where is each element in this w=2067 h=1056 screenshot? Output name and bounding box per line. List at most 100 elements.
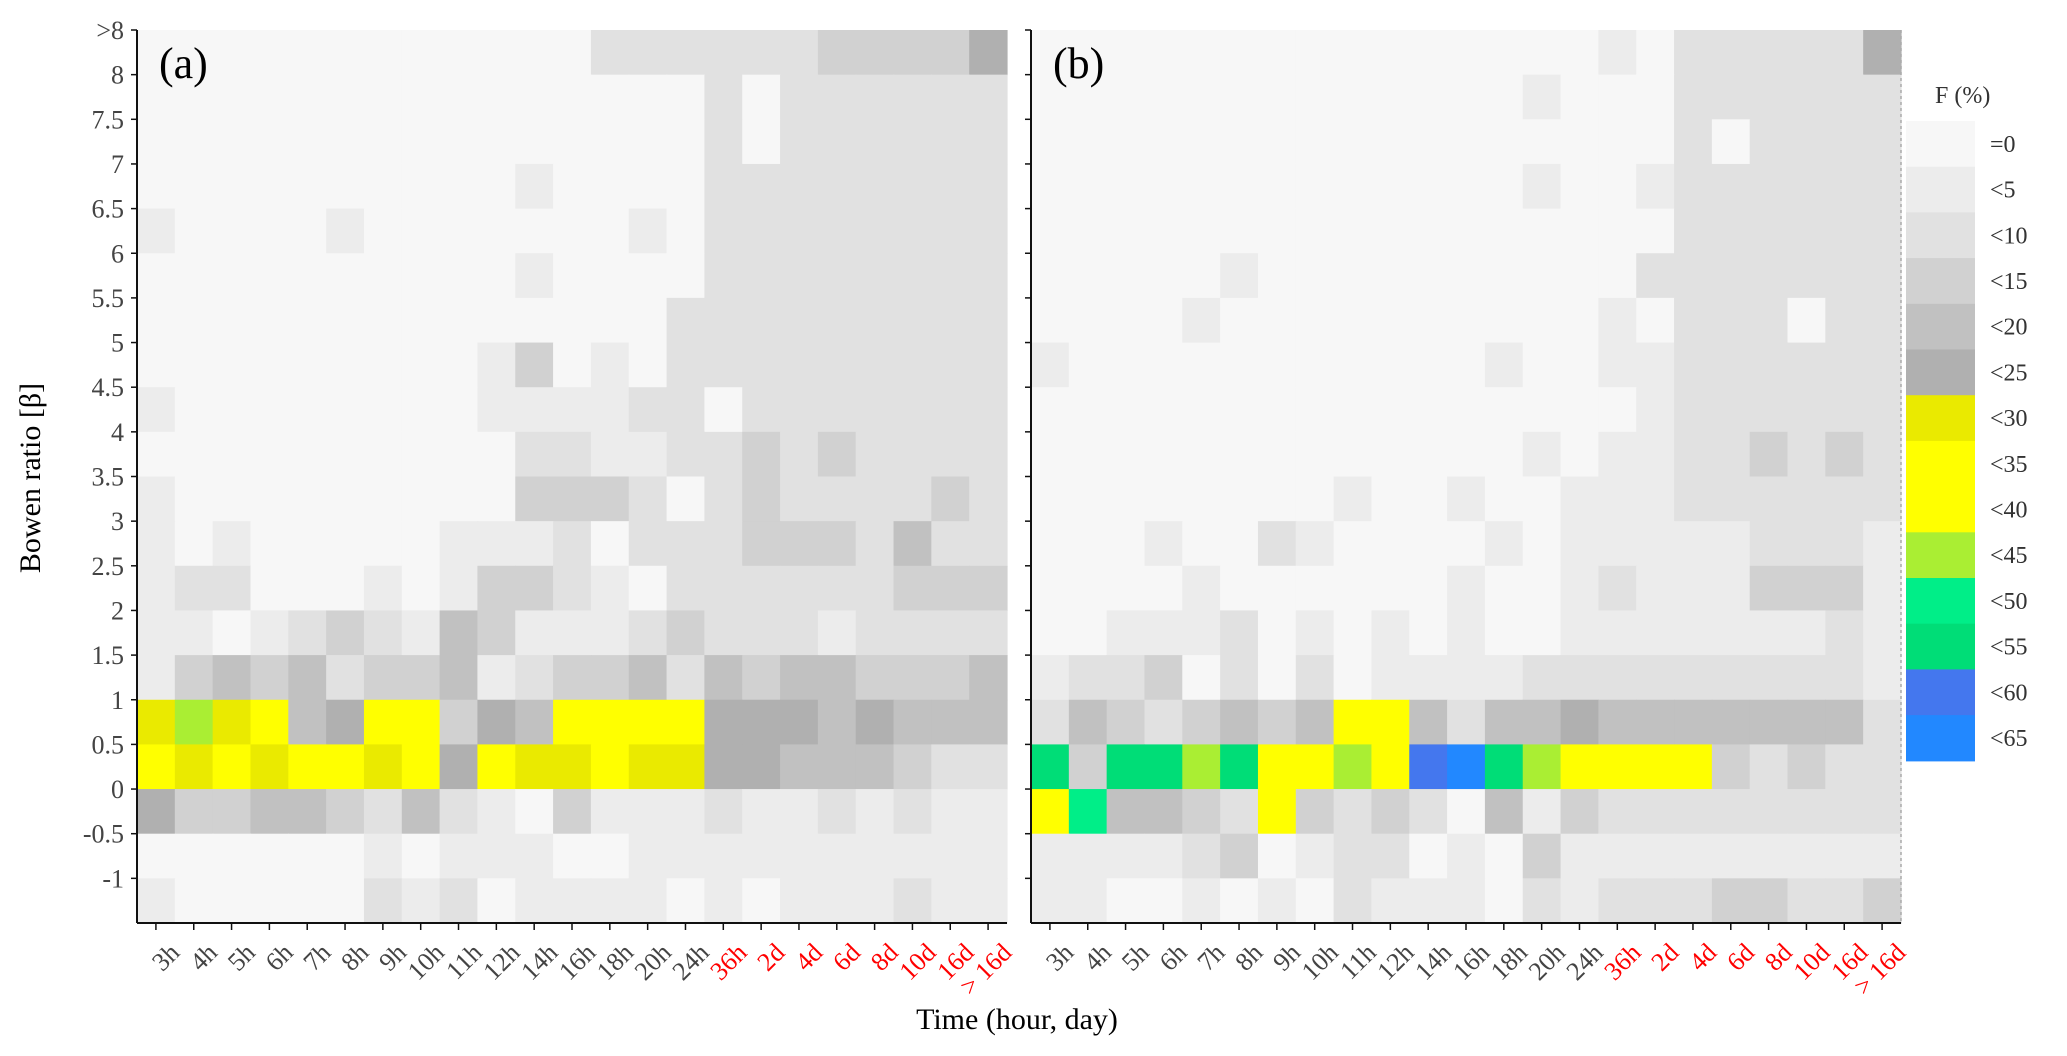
- x-tick-label: 8h: [335, 938, 374, 977]
- heatmap-cell: [250, 521, 289, 567]
- heatmap-cell: [855, 610, 895, 656]
- heatmap-cell: [931, 30, 970, 76]
- heatmap-cell: [137, 30, 176, 76]
- heatmap-cell: [666, 253, 705, 299]
- heatmap-cell: [1371, 342, 1410, 388]
- heatmap-cell: [1636, 119, 1675, 165]
- heatmap-cell: [1220, 30, 1259, 76]
- heatmap-cell: [174, 387, 214, 433]
- panel-label: (b): [1053, 39, 1104, 88]
- heatmap-cell: [174, 476, 214, 522]
- heatmap-cell: [1182, 163, 1221, 210]
- heatmap-cell: [1711, 521, 1751, 567]
- heatmap-cell: [780, 74, 819, 120]
- heatmap-cell: [969, 119, 1008, 165]
- heatmap-cell: [477, 699, 516, 745]
- heatmap-cell: [1220, 74, 1259, 120]
- heatmap-cell: [326, 253, 365, 299]
- heatmap-cell: [326, 297, 365, 344]
- heatmap-cell: [931, 74, 970, 120]
- heatmap-cell: [1068, 744, 1108, 790]
- heatmap-cell: [1068, 789, 1108, 835]
- heatmap-cell: [1106, 30, 1146, 76]
- heatmap-cell: [1257, 431, 1297, 478]
- heatmap-cell: [1825, 833, 1864, 879]
- heatmap-cell: [1447, 476, 1486, 522]
- heatmap-cell: [553, 342, 592, 388]
- heatmap-cell: [1220, 789, 1259, 835]
- heatmap-cell: [326, 833, 365, 879]
- heatmap-cell: [137, 833, 176, 879]
- heatmap-cell: [1749, 297, 1789, 344]
- heatmap-cell: [174, 74, 214, 120]
- heatmap-cell: [1711, 163, 1751, 210]
- heatmap-cell: [1636, 655, 1675, 701]
- heatmap-cell: [666, 655, 705, 701]
- heatmap-cell: [515, 789, 554, 835]
- heatmap-cell: [1220, 878, 1259, 924]
- heatmap-cell: [1409, 342, 1448, 388]
- heatmap-cell: [1863, 119, 1902, 165]
- heatmap-cell: [931, 699, 970, 745]
- heatmap-cell: [174, 610, 214, 656]
- heatmap-cell: [553, 565, 592, 612]
- heatmap-cell: [137, 297, 176, 344]
- legend-label: <65: [1990, 726, 2028, 752]
- y-axis-title: Bowen ratio [β]: [14, 383, 47, 573]
- heatmap-cell: [1257, 744, 1297, 790]
- heatmap-cell: [1674, 163, 1713, 210]
- heatmap-cell: [1333, 655, 1373, 701]
- heatmap-cell: [1787, 119, 1826, 165]
- heatmap-cell: [288, 119, 327, 165]
- heatmap-cell: [1749, 565, 1789, 612]
- heatmap-cell: [1711, 30, 1751, 76]
- x-tick-label: 36h: [1598, 938, 1646, 986]
- heatmap-cell: [855, 387, 895, 433]
- heatmap-cell: [590, 431, 630, 478]
- heatmap-cell: [477, 253, 516, 299]
- heatmap-cell: [628, 431, 668, 478]
- heatmap-cell: [1863, 208, 1902, 254]
- heatmap-cell: [515, 431, 554, 478]
- heatmap-cell: [1825, 119, 1864, 165]
- legend-swatch: [1906, 486, 1975, 533]
- heatmap-cell: [174, 253, 214, 299]
- heatmap-cell: [439, 119, 479, 165]
- heatmap-cell: [1144, 253, 1183, 299]
- heatmap-cell: [1863, 74, 1902, 120]
- heatmap-cell: [1371, 610, 1410, 656]
- heatmap-cell: [590, 253, 630, 299]
- heatmap-cell: [1560, 387, 1599, 433]
- heatmap-cell: [174, 789, 214, 835]
- heatmap-cell: [1220, 476, 1259, 522]
- heatmap-cell: [1106, 878, 1146, 924]
- heatmap-cell: [742, 74, 781, 120]
- heatmap-cell: [1068, 521, 1108, 567]
- heatmap-cell: [137, 342, 176, 388]
- heatmap-cell: [1257, 387, 1297, 433]
- heatmap-cell: [969, 878, 1008, 924]
- heatmap-cell: [931, 119, 970, 165]
- heatmap-cell: [363, 476, 403, 522]
- heatmap-cell: [288, 789, 327, 835]
- heatmap-cell: [1031, 565, 1070, 612]
- heatmap-cell: [137, 387, 176, 433]
- y-tick-label: 5: [111, 329, 124, 358]
- heatmap-cell: [1371, 565, 1410, 612]
- heatmap-cell: [1182, 833, 1221, 879]
- heatmap-cell: [628, 387, 668, 433]
- heatmap-cell: [666, 789, 705, 835]
- heatmap-cell: [1031, 655, 1070, 701]
- heatmap-cell: [1711, 297, 1751, 344]
- heatmap-cell: [553, 253, 592, 299]
- heatmap-cell: [817, 521, 857, 567]
- heatmap-cell: [1522, 253, 1562, 299]
- heatmap-cell: [553, 208, 592, 254]
- heatmap-cell: [401, 655, 441, 701]
- heatmap-cell: [704, 878, 743, 924]
- heatmap-cell: [780, 521, 819, 567]
- heatmap-cell: [250, 878, 289, 924]
- heatmap-cell: [288, 342, 327, 388]
- heatmap-cell: [704, 655, 743, 701]
- y-axis: >8 8 7.5 7 6.5 6 5.5 5 4.5 4 3.5 3 2.5 2 1.5 1 0.5 0 -0.5 -…: [83, 16, 124, 893]
